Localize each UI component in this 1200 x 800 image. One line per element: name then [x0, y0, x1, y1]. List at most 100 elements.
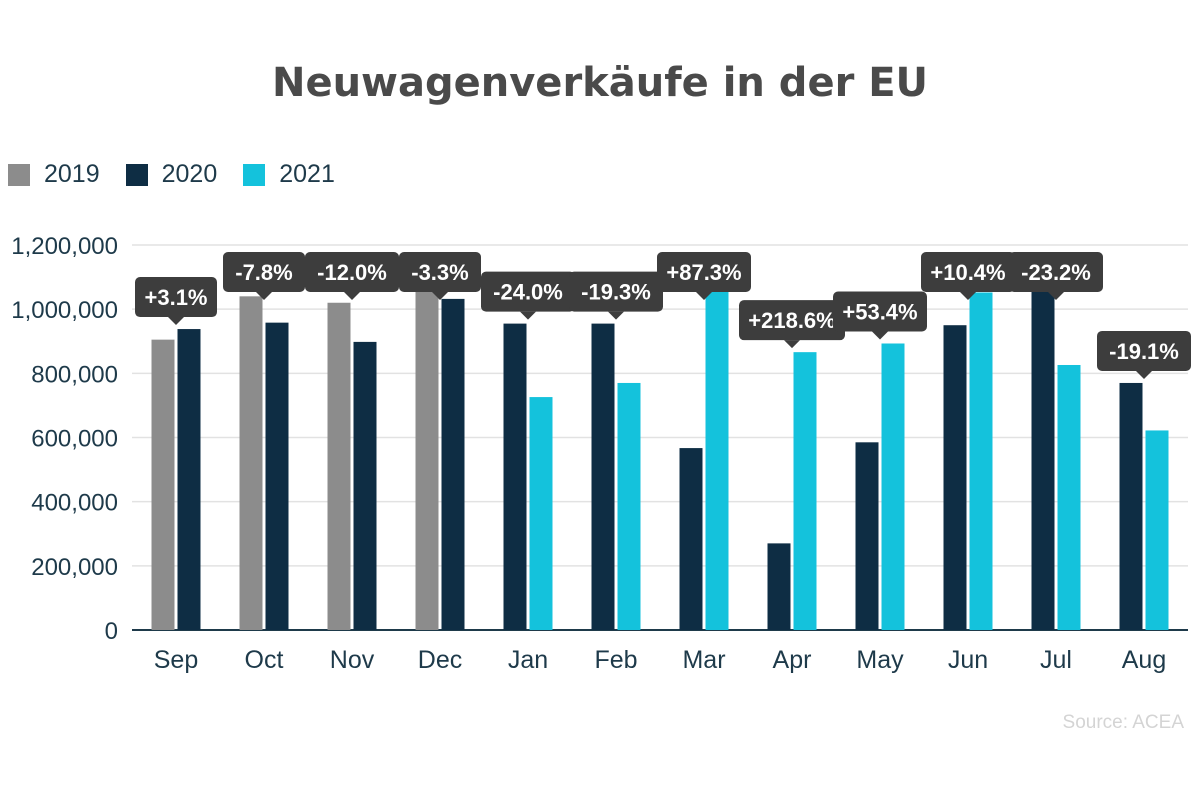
- y-tick-label: 1,200,000: [11, 233, 118, 260]
- x-tick-label: Aug: [1122, 646, 1166, 674]
- x-tick-label: Jun: [948, 646, 988, 674]
- annotation-label: +10.4%: [930, 260, 1005, 285]
- annotation-box: [921, 252, 1015, 292]
- bar-2021-aug: [1145, 430, 1169, 630]
- y-tick-label: 200,000: [31, 554, 118, 581]
- bar-2020-oct: [265, 322, 289, 630]
- annotation-label: -24.0%: [493, 280, 563, 305]
- bar-2020-jul: [1031, 285, 1055, 630]
- bar-2019-nov: [327, 302, 351, 630]
- bar-2020-mar: [679, 448, 703, 630]
- x-tick-label: May: [856, 646, 904, 674]
- annotation-box: [833, 291, 927, 332]
- x-tick-label: Jul: [1040, 646, 1072, 674]
- annotation-box: [739, 300, 845, 341]
- annotation-pointer: [784, 340, 800, 349]
- bar-2021-feb: [617, 382, 641, 630]
- annotation-pointer: [344, 292, 360, 300]
- chart-title: Neuwagenverkäufe in der EU: [271, 60, 929, 106]
- change-annotation: -24.0%: [481, 271, 575, 320]
- x-tick-label: Apr: [773, 646, 812, 674]
- y-tick-label: 400,000: [31, 490, 118, 517]
- annotation-label: +3.1%: [145, 285, 208, 310]
- legend-item-2021: 2021: [243, 160, 335, 189]
- legend: 2019 2020 2021: [8, 160, 361, 189]
- change-annotation: -23.2%: [1009, 252, 1103, 300]
- bar-2021-jan: [529, 397, 553, 630]
- bar-2019-dec: [415, 288, 439, 630]
- change-annotation: +218.6%: [739, 300, 845, 349]
- bar-2020-jan: [503, 323, 527, 630]
- legend-item-2019: 2019: [8, 160, 100, 189]
- legend-swatch-2020: [125, 163, 148, 186]
- bar-2020-aug: [1119, 382, 1143, 630]
- legend-item-2020: 2020: [125, 160, 218, 189]
- x-tick-label: Mar: [682, 646, 725, 674]
- annotation-box: [223, 252, 305, 292]
- change-annotation: -19.1%: [1097, 330, 1191, 379]
- x-tick-label: Dec: [418, 646, 462, 674]
- legend-label-2021: 2021: [279, 160, 335, 188]
- bar-2021-apr: [793, 352, 817, 630]
- annotation-label: -12.0%: [317, 260, 387, 285]
- annotation-pointer: [1136, 370, 1152, 379]
- annotation-box: [657, 252, 751, 292]
- source-note: Source: ACEA: [1062, 712, 1184, 733]
- annotation-box: [1009, 252, 1103, 292]
- bar-2021-jul: [1057, 364, 1081, 630]
- bar-2020-sep: [177, 329, 201, 630]
- annotation-box: [305, 252, 399, 292]
- annotation-pointer: [168, 317, 184, 326]
- annotation-pointer: [608, 311, 624, 320]
- bar-2020-jun: [943, 325, 967, 630]
- y-tick-label: 800,000: [31, 361, 118, 388]
- annotation-label: -23.2%: [1021, 260, 1091, 285]
- change-annotation: +87.3%: [657, 252, 751, 300]
- annotation-label: -19.3%: [581, 280, 651, 305]
- annotation-pointer: [696, 292, 712, 300]
- bar-2019-oct: [239, 296, 263, 630]
- change-annotation: -7.8%: [223, 252, 305, 300]
- change-annotation: -19.3%: [569, 271, 663, 320]
- annotation-label: -19.1%: [1109, 339, 1179, 364]
- annotation-label: -3.3%: [411, 260, 468, 285]
- annotation-label: +218.6%: [748, 308, 835, 333]
- bar-2020-feb: [591, 323, 615, 630]
- bar-2019-sep: [151, 339, 175, 630]
- annotation-label: +87.3%: [666, 260, 741, 285]
- y-tick-label: 1,000,000: [11, 297, 118, 324]
- legend-label-2020: 2020: [161, 160, 218, 188]
- annotation-box: [481, 271, 575, 312]
- annotation-label: +53.4%: [842, 299, 917, 324]
- bar-2020-may: [855, 442, 879, 630]
- x-tick-label: Jan: [508, 646, 548, 674]
- change-annotation: -12.0%: [305, 252, 399, 300]
- x-tick-label: Nov: [330, 646, 375, 674]
- change-annotation: -3.3%: [399, 252, 481, 300]
- change-annotation: +10.4%: [921, 252, 1015, 300]
- y-tick-label: 0: [105, 618, 118, 645]
- annotation-label: -7.8%: [235, 260, 292, 285]
- bar-2020-apr: [767, 543, 791, 630]
- annotation-box: [1097, 330, 1191, 371]
- bar-2021-jun: [969, 292, 993, 630]
- annotation-box: [399, 252, 481, 292]
- legend-label-2019: 2019: [44, 160, 100, 188]
- legend-swatch-2019: [8, 163, 30, 186]
- annotation-box: [135, 277, 217, 318]
- annotation-pointer: [432, 292, 448, 300]
- annotation-pointer: [1048, 292, 1064, 300]
- annotation-box: [569, 271, 663, 312]
- legend-swatch-2021: [243, 163, 266, 186]
- change-annotation: +53.4%: [833, 291, 927, 340]
- annotation-pointer: [520, 311, 536, 320]
- bar-2021-mar: [705, 288, 729, 630]
- y-tick-label: 600,000: [31, 426, 118, 453]
- bar-2020-dec: [441, 298, 465, 630]
- x-tick-label: Feb: [594, 646, 637, 674]
- x-tick-label: Sep: [154, 646, 198, 674]
- annotation-pointer: [256, 292, 272, 300]
- annotation-pointer: [872, 331, 888, 340]
- bar-2020-nov: [353, 341, 377, 630]
